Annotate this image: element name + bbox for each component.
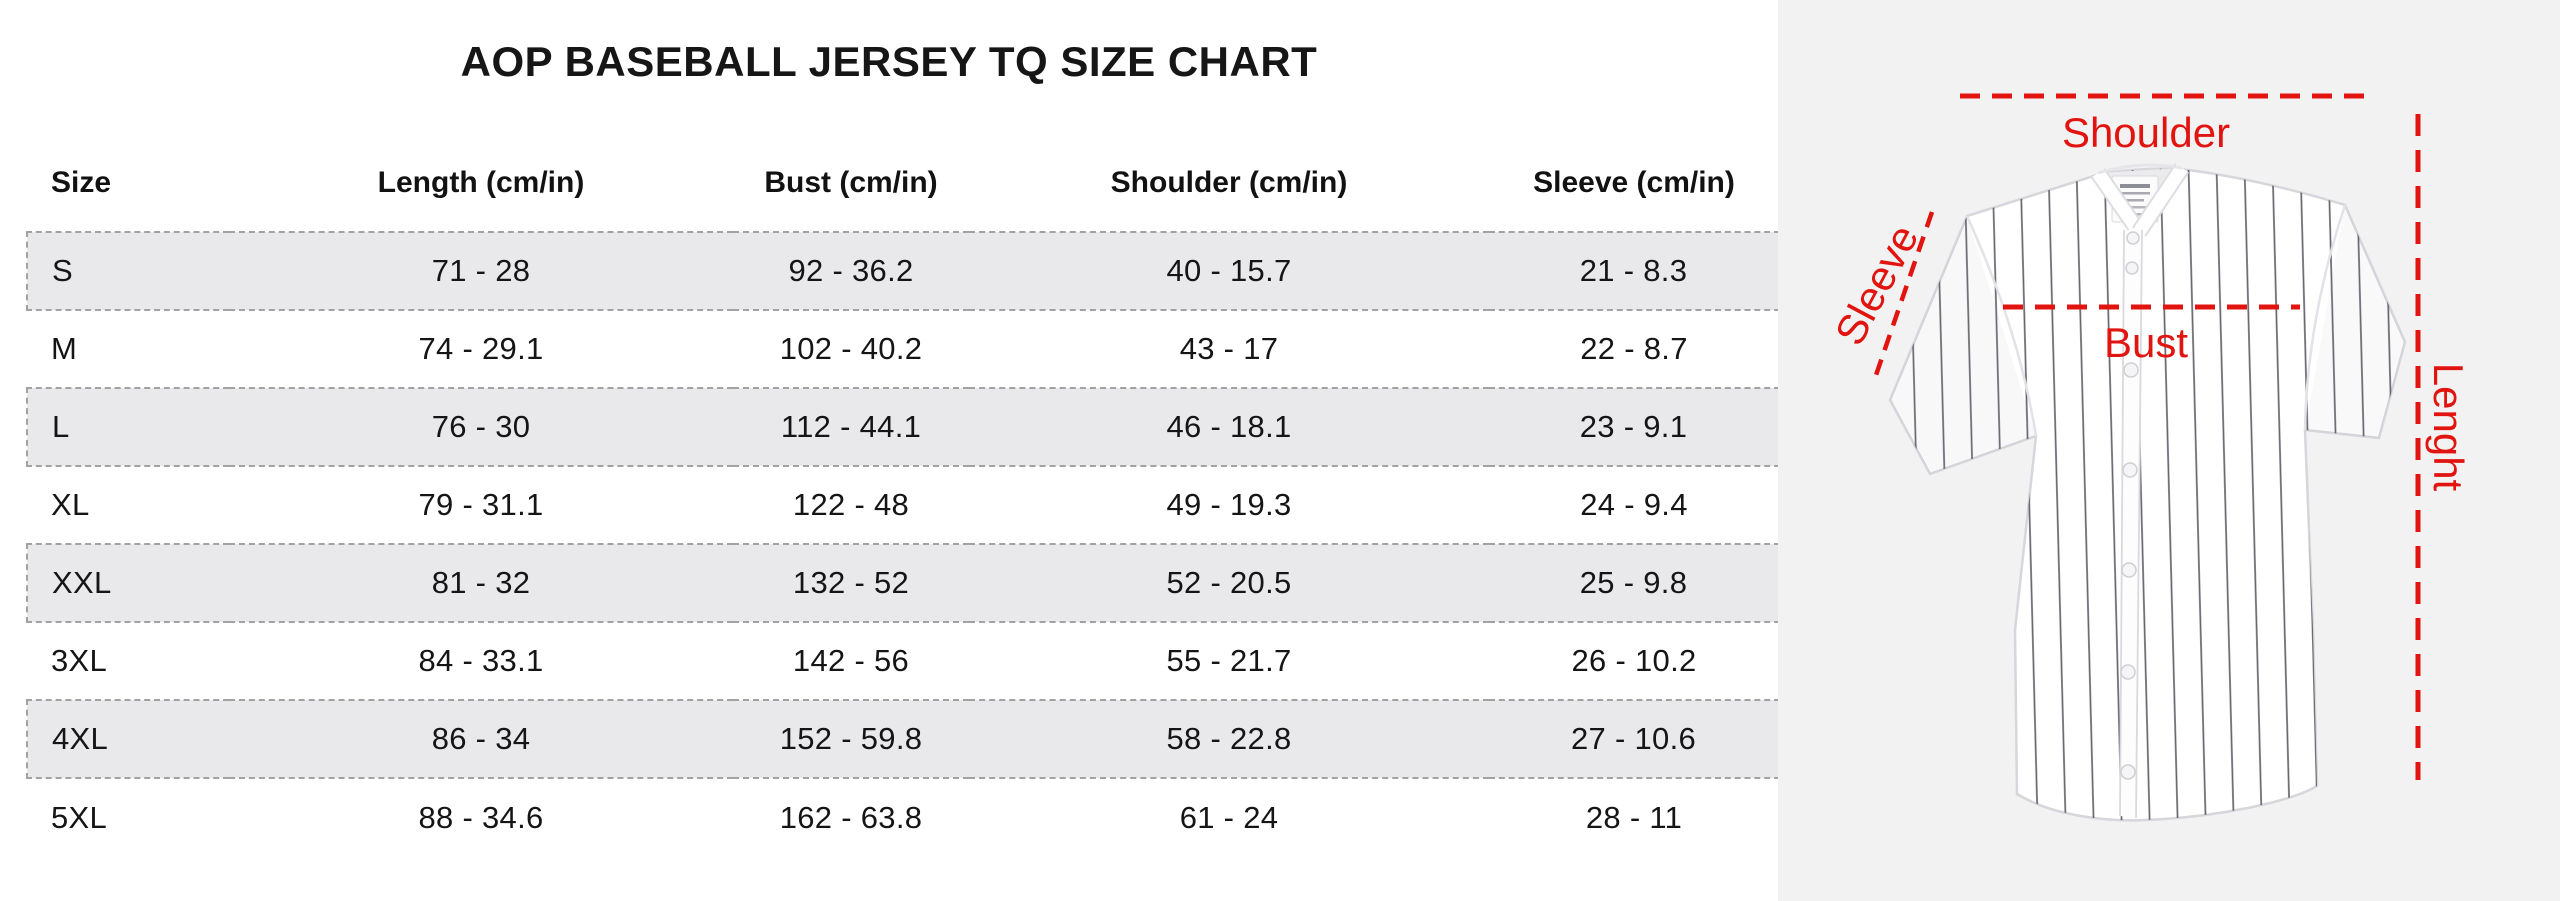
- cell-length: 76 - 30: [229, 387, 733, 467]
- cell-sleeve: 27 - 10.6: [1489, 699, 1780, 779]
- cell-shoulder: 58 - 22.8: [969, 699, 1489, 779]
- cell-size: S: [26, 231, 229, 311]
- cell-length: 81 - 32: [229, 543, 733, 623]
- cell-size: 3XL: [51, 643, 108, 678]
- cell-bust: 112 - 44.1: [733, 387, 969, 467]
- cell-sleeve: 26 - 10.2: [1571, 643, 1697, 678]
- cell-shoulder: 52 - 20.5: [969, 543, 1489, 623]
- cell-sleeve: 24 - 9.4: [1580, 487, 1688, 522]
- header-shoulder: Shoulder (cm/in): [1110, 165, 1348, 199]
- size-table: Size Length (cm/in) Bust (cm/in) Shoulde…: [26, 134, 1780, 856]
- cell-sleeve: 21 - 8.3: [1489, 231, 1780, 311]
- table-row: 4XL 86 - 34 152 - 59.8 58 - 22.8 27 - 10…: [26, 699, 1780, 779]
- cell-length: 86 - 34: [229, 699, 733, 779]
- header-sleeve: Sleeve (cm/in): [1533, 165, 1735, 199]
- table-row: M 74 - 29.1 102 - 40.2 43 - 17 22 - 8.7: [27, 310, 1779, 388]
- cell-bust: 92 - 36.2: [733, 231, 969, 311]
- bust-label: Bust: [2103, 319, 2189, 366]
- jersey-image: [1872, 93, 2421, 822]
- shoulder-label: Shoulder: [2061, 109, 2231, 156]
- table-row: 3XL 84 - 33.1 142 - 56 55 - 21.7 26 - 10…: [27, 622, 1779, 700]
- cell-bust: 142 - 56: [792, 643, 910, 678]
- jersey-placket: [2119, 229, 2143, 819]
- table-row: S 71 - 28 92 - 36.2 40 - 15.7 21 - 8.3: [26, 231, 1780, 311]
- header-size: Size: [51, 165, 112, 199]
- cell-sleeve: 28 - 11: [1585, 799, 1683, 835]
- header-length: Length (cm/in): [377, 165, 585, 199]
- cell-bust: 162 - 63.8: [779, 799, 923, 835]
- jersey-collar: [2091, 163, 2190, 237]
- cell-length: 71 - 28: [229, 231, 733, 311]
- cell-sleeve: 25 - 9.8: [1489, 543, 1780, 623]
- cell-sleeve: 22 - 8.7: [1580, 331, 1688, 366]
- header-bust: Bust (cm/in): [764, 165, 938, 199]
- cell-size: L: [26, 387, 229, 467]
- cell-shoulder: 49 - 19.3: [1166, 487, 1292, 522]
- jersey-body-shape: [1888, 167, 2407, 822]
- cell-bust: 132 - 52: [733, 543, 969, 623]
- cell-sleeve: 23 - 9.1: [1489, 387, 1780, 467]
- cell-length: 74 - 29.1: [418, 331, 544, 366]
- table-row: L 76 - 30 112 - 44.1 46 - 18.1 23 - 9.1: [26, 387, 1780, 467]
- size-chart-panel: AOP BASEBALL JERSEY TQ SIZE CHART Size L…: [26, 38, 1780, 856]
- measurement-diagram-panel: Shoulder Sleeve Bust Lenght: [1778, 0, 2560, 901]
- cell-shoulder: 61 - 24: [1179, 799, 1279, 835]
- cell-bust: 122 - 48: [792, 487, 910, 522]
- measurement-lines: [1872, 93, 2421, 780]
- size-table-header-row: Size Length (cm/in) Bust (cm/in) Shoulde…: [27, 134, 1779, 232]
- table-row: XL 79 - 31.1 122 - 48 49 - 19.3 24 - 9.4: [27, 466, 1779, 544]
- cell-shoulder: 46 - 18.1: [969, 387, 1489, 467]
- cell-size: XXL: [26, 543, 229, 623]
- length-label: Lenght: [2425, 362, 2472, 492]
- cell-length: 79 - 31.1: [418, 487, 544, 522]
- cell-size: XL: [51, 487, 90, 522]
- cell-length: 84 - 33.1: [418, 643, 544, 678]
- table-row: 5XL 88 - 34.6 162 - 63.8 61 - 24 28 - 11: [27, 778, 1779, 856]
- cell-shoulder: 55 - 21.7: [1166, 643, 1292, 678]
- cell-size: 5XL: [51, 799, 108, 835]
- cell-length: 88 - 34.6: [418, 799, 544, 835]
- cell-bust: 152 - 59.8: [733, 699, 969, 779]
- cell-bust: 102 - 40.2: [779, 331, 923, 366]
- jersey-buttons: [2120, 231, 2140, 780]
- page-title: AOP BASEBALL JERSEY TQ SIZE CHART: [460, 38, 1318, 85]
- cell-shoulder: 43 - 17: [1179, 331, 1279, 366]
- cell-shoulder: 40 - 15.7: [969, 231, 1489, 311]
- cell-size: 4XL: [26, 699, 229, 779]
- cell-size: M: [51, 331, 78, 366]
- sleeve-measure-line: [1872, 211, 1935, 379]
- table-row: XXL 81 - 32 132 - 52 52 - 20.5 25 - 9.8: [26, 543, 1780, 623]
